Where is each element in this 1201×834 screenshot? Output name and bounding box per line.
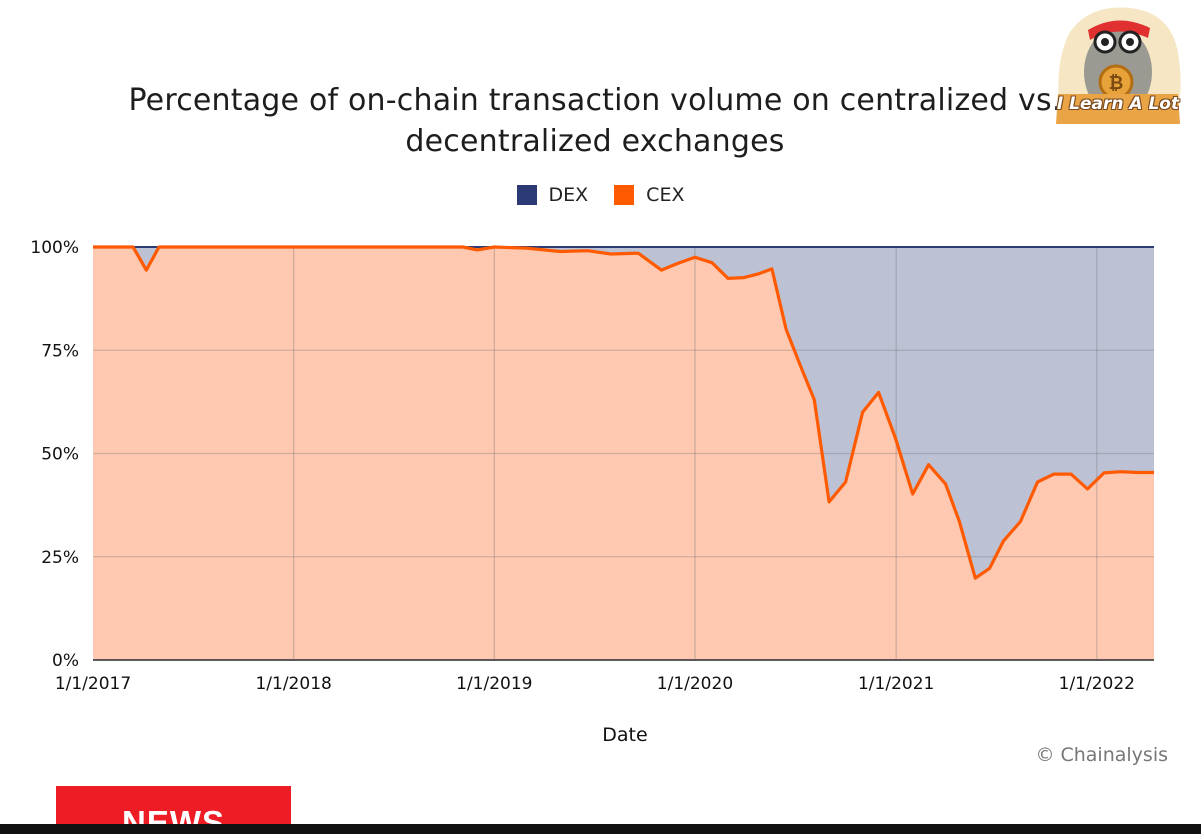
x-tick-label: 1/1/2019 [456,674,532,694]
x-tick-label: 1/1/2017 [55,674,131,694]
chart-legend: DEX CEX [0,184,1201,206]
y-tick-label: 100% [30,238,79,258]
cex-series-line [93,245,1154,580]
legend-label-cex: CEX [646,184,685,206]
legend-item-dex[interactable]: DEX [516,184,589,206]
cex-area [93,247,1154,660]
svg-text:₿: ₿ [1109,73,1124,94]
bottom-bar [0,824,1201,834]
x-tick-label: 1/1/2022 [1059,674,1135,694]
source-credit: © Chainalysis [1035,744,1168,766]
x-axis-label: Date [602,724,648,746]
x-tick-label: 1/1/2021 [858,674,934,694]
y-tick-label: 75% [41,341,79,361]
x-axis-ticks: 1/1/2017 1/1/2018 1/1/2019 1/1/2020 1/1/2021… [55,674,1135,694]
chart-title: Percentage of on-chain transaction volum… [128,83,1062,159]
legend-label-dex: DEX [548,184,589,206]
legend-swatch-dex [516,185,537,205]
y-tick-label: 0% [52,651,79,671]
y-tick-label: 25% [41,548,79,568]
mascot-bitcoin-icon: ₿ [1056,7,1181,124]
y-axis-ticks: 100% 75% 50% 25% 0% [30,238,79,671]
x-tick-label: 1/1/2018 [255,674,331,694]
legend-item-cex[interactable]: CEX [614,184,684,206]
x-tick-label: 1/1/2020 [657,674,733,694]
y-tick-label: 50% [41,445,79,465]
legend-swatch-cex [614,185,635,205]
logo-text: I Learn A Lot [1056,94,1180,114]
